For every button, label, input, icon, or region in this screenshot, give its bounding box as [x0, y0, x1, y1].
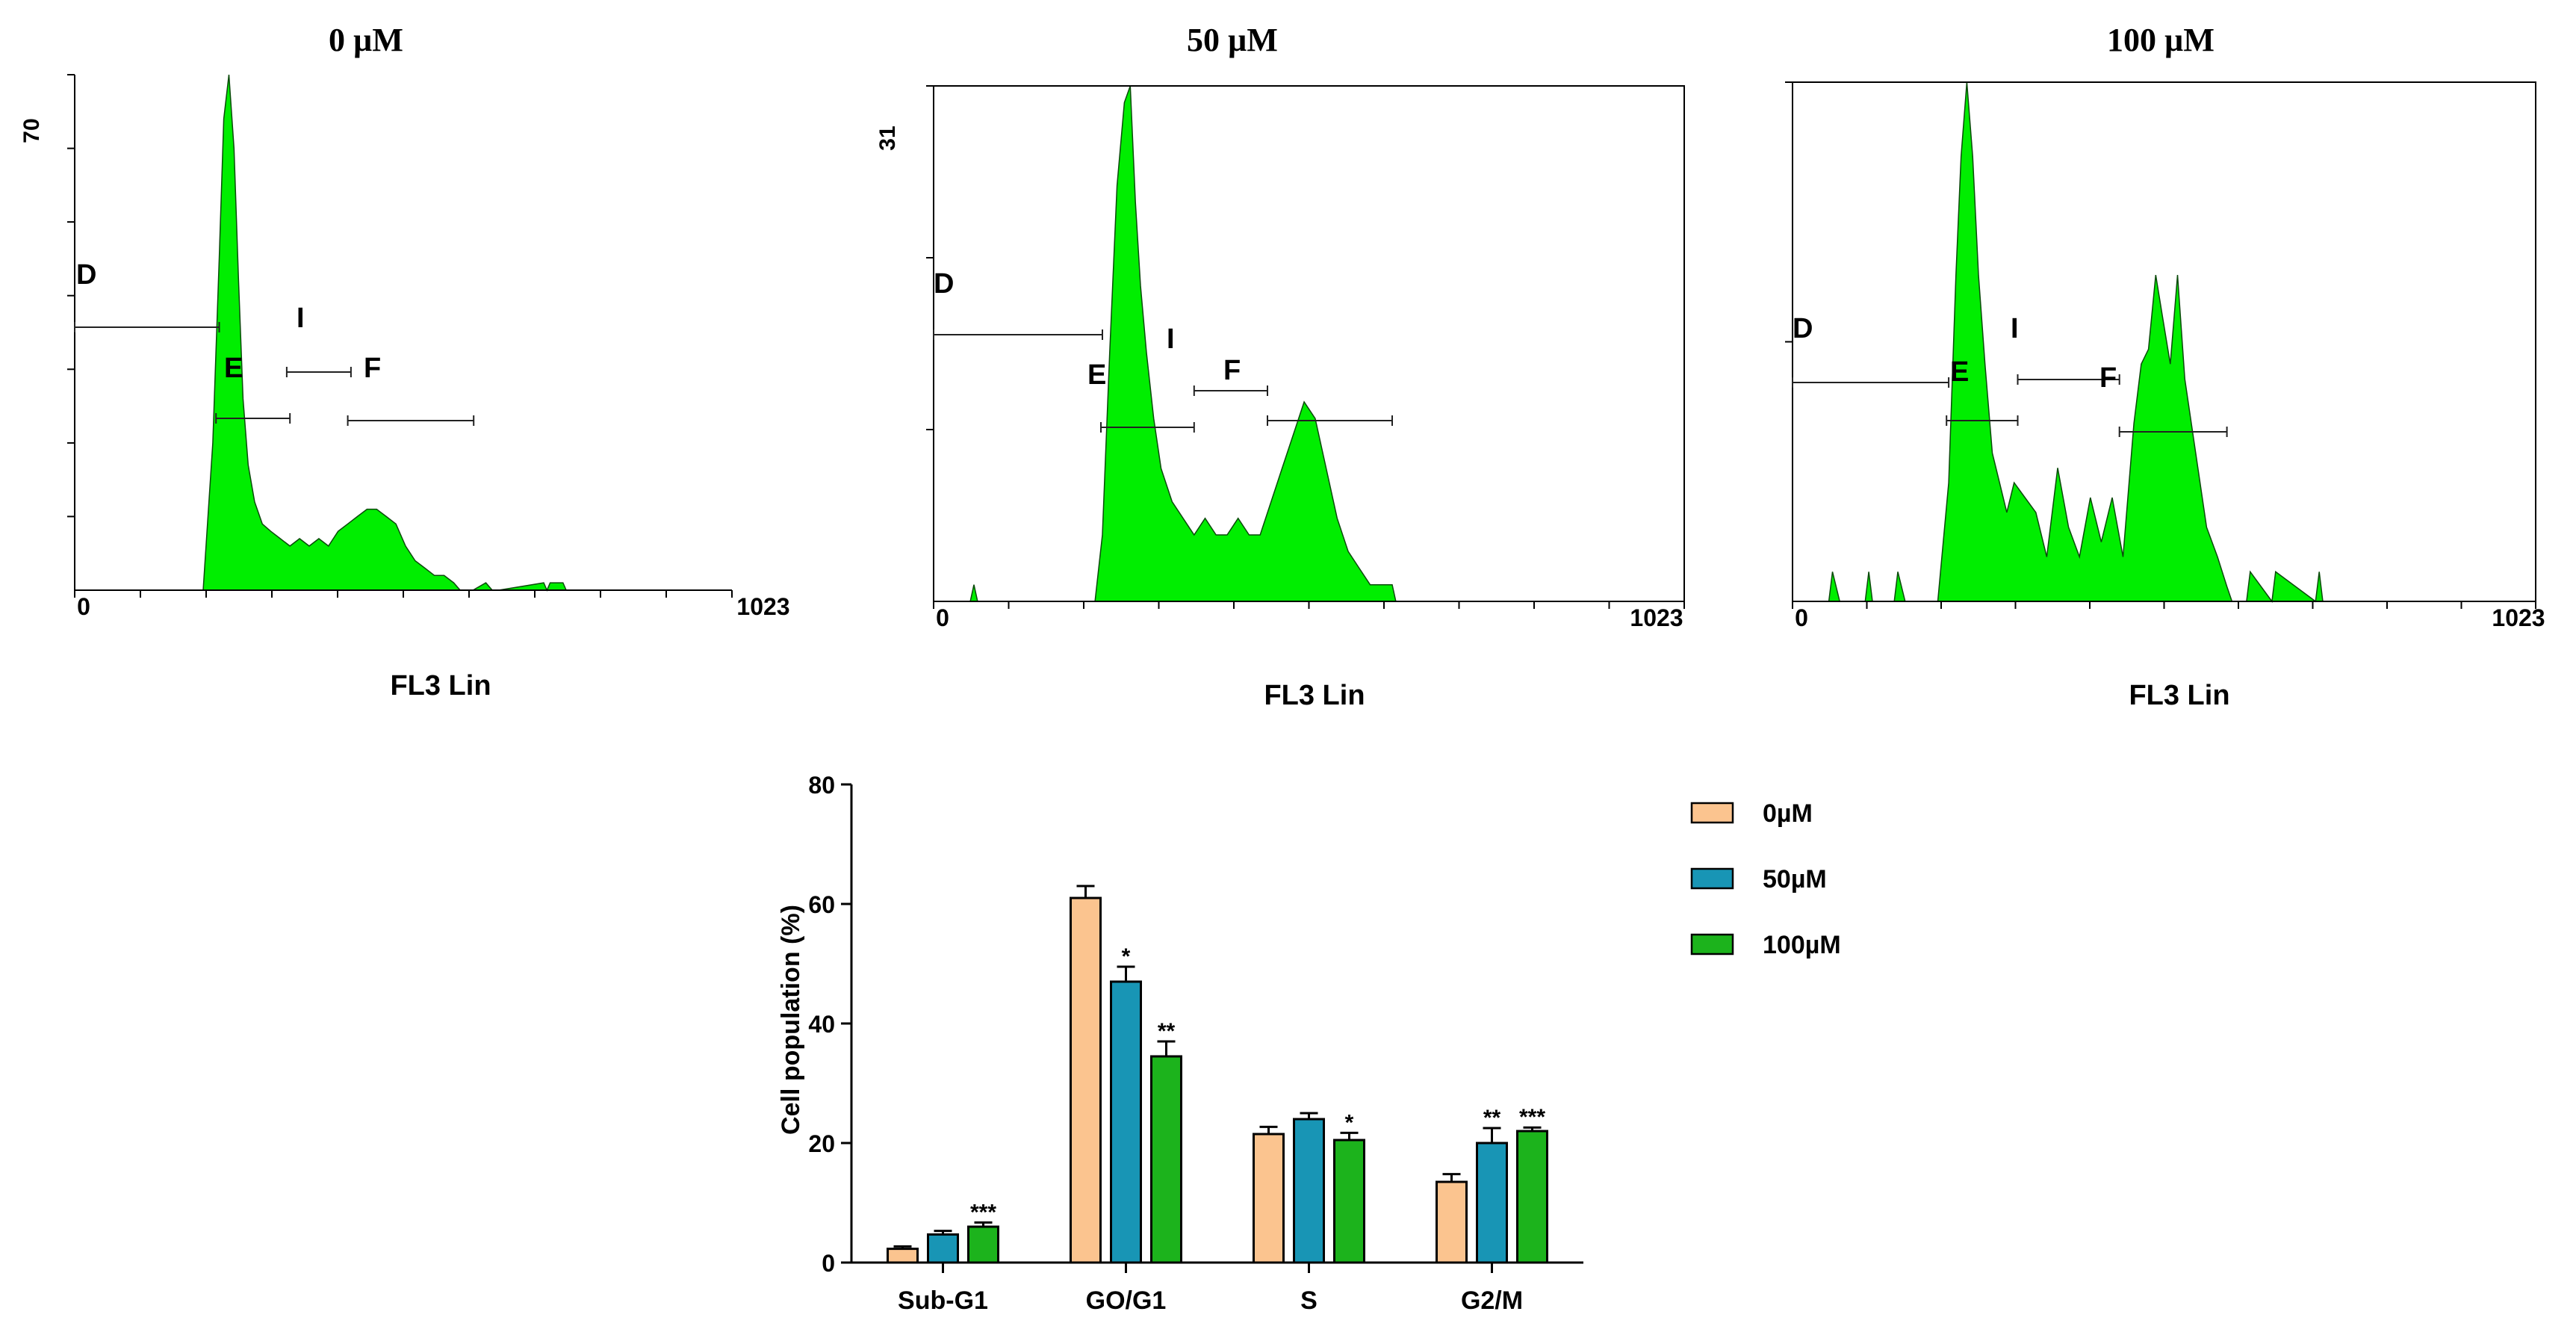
bar-chart-ylabel: Cell population (%) [777, 905, 805, 1135]
histogram-0-xtick-min: 0 [77, 593, 90, 620]
bar-sub-g1-2 [967, 1225, 999, 1264]
legend-label-0uM: 0µM [1763, 799, 1813, 828]
bar-category-label: G2/M [1461, 1286, 1523, 1315]
bar-y-tick-label: 20 [808, 1130, 835, 1157]
histogram-0-gate-label-d: D [76, 259, 96, 291]
histogram-0-area [202, 74, 568, 592]
histogram-50-gates [933, 329, 1393, 433]
histogram-100-area [1828, 81, 2324, 603]
histogram-100-gate-label-e: E [1950, 356, 1969, 388]
histogram-0-y-max-label: 70 [19, 118, 44, 143]
histogram-100-gate-label-f: F [2099, 362, 2117, 394]
bar-g2-m-2 [1516, 1130, 1548, 1264]
histogram-100-xtick-min: 0 [1795, 604, 1808, 631]
histogram-panel-50: 50 µM 31 D E I F 0 1023 FL3 Lin [875, 22, 1685, 711]
bar-s-0 [1253, 1133, 1285, 1264]
histogram-panel-0: 0 µM 70 D E I F 0 1023 FL3 Lin [19, 22, 790, 702]
bar-category-label: S [1300, 1286, 1318, 1315]
legend-label-100uM: 100µM [1763, 931, 1841, 959]
bar-category-label: GO/G1 [1086, 1286, 1167, 1315]
histogram-100-xlabel: FL3 Lin [2129, 680, 2229, 711]
histogram-50-plot: D E I F [926, 85, 1685, 609]
histogram-50-title: 50 µM [1187, 22, 1278, 58]
bar-chart-bars: ******* ** *** [887, 885, 1548, 1264]
bar-y-tick-label: 0 [822, 1250, 835, 1277]
histogram-0-gate-label-i: I [297, 303, 305, 334]
bar-chart-x-labels: Sub-G1 GO/G1 S G2/M [898, 1263, 1523, 1315]
histogram-100-gate-label-d: D [1793, 313, 1813, 344]
significance-marker: *** [970, 1200, 996, 1224]
histogram-50-gate-label-e: E [1087, 359, 1106, 391]
histogram-50-gate-label-i: I [1167, 323, 1175, 355]
bar-y-tick-label: 80 [808, 772, 835, 799]
bar-go-g1-0 [1070, 896, 1102, 1264]
bar-s-2 [1333, 1139, 1365, 1264]
histogram-0-gate-label-f: F [364, 353, 381, 384]
histogram-50-area [969, 85, 1397, 602]
significance-marker: *** [1519, 1105, 1545, 1130]
histogram-50-xtick-max: 1023 [1630, 604, 1683, 631]
bar-sub-g1-0 [887, 1248, 919, 1264]
bar-chart: Cell population (%) ******* ** *** 0204060… [777, 772, 1841, 1315]
histogram-50-gate-label-f: F [1223, 355, 1241, 386]
histogram-50-x-ticks [933, 601, 1685, 609]
significance-marker: ** [1158, 1019, 1176, 1044]
legend-swatch-0uM [1690, 802, 1734, 824]
legend-swatch-50uM [1690, 867, 1734, 890]
bar-sub-g1-1 [927, 1233, 959, 1264]
bar-go-g1-2 [1150, 1055, 1182, 1264]
histogram-0-title: 0 µM [329, 22, 403, 58]
histogram-50-y-max-label: 31 [875, 126, 900, 150]
histogram-100-y-ticks [1785, 81, 1793, 343]
histogram-50-gate-label-d: D [934, 268, 954, 300]
bar-go-g1-1 [1110, 980, 1142, 1264]
histogram-0-xtick-max: 1023 [736, 593, 789, 620]
bar-s-1 [1293, 1118, 1325, 1264]
bar-g2-m-0 [1436, 1180, 1468, 1264]
bar-category-label: Sub-G1 [898, 1286, 988, 1315]
bar-y-tick-label: 60 [808, 891, 835, 918]
histogram-panel-100: 100 µM D E I F 0 1023 FL3 Lin [1785, 22, 2545, 711]
histogram-100-plot: D E I F [1785, 81, 2536, 609]
histogram-0-plot: D E I F [67, 74, 733, 598]
histogram-100-xtick-max: 1023 [2492, 604, 2545, 631]
histogram-0-gates [74, 322, 475, 426]
bar-y-tick-label: 40 [808, 1011, 835, 1038]
histogram-0-xlabel: FL3 Lin [390, 670, 491, 702]
significance-marker: ** [1483, 1106, 1501, 1130]
bar-chart-y-ticks: 0 20 40 60 80 [808, 772, 851, 1277]
significance-marker: * [1122, 944, 1131, 969]
histogram-50-xlabel: FL3 Lin [1264, 680, 1365, 711]
histogram-100-gates [1792, 374, 2228, 437]
legend-label-50uM: 50µM [1763, 865, 1827, 894]
histogram-50-y-ticks [926, 85, 934, 430]
histogram-100-title: 100 µM [2107, 22, 2215, 58]
histogram-0-gate-label-e: E [224, 353, 243, 384]
histogram-100-gate-label-i: I [2011, 313, 2019, 344]
histogram-50-xtick-min: 0 [936, 604, 949, 631]
bar-chart-legend: 0µM 50µM 100µM [1690, 799, 1841, 959]
histogram-0-x-ticks [74, 590, 733, 598]
histogram-0-y-ticks [67, 74, 75, 518]
histogram-100-x-ticks [1792, 601, 2536, 609]
legend-swatch-100uM [1690, 933, 1734, 956]
bar-g2-m-1 [1476, 1142, 1508, 1264]
significance-marker: * [1345, 1110, 1354, 1135]
